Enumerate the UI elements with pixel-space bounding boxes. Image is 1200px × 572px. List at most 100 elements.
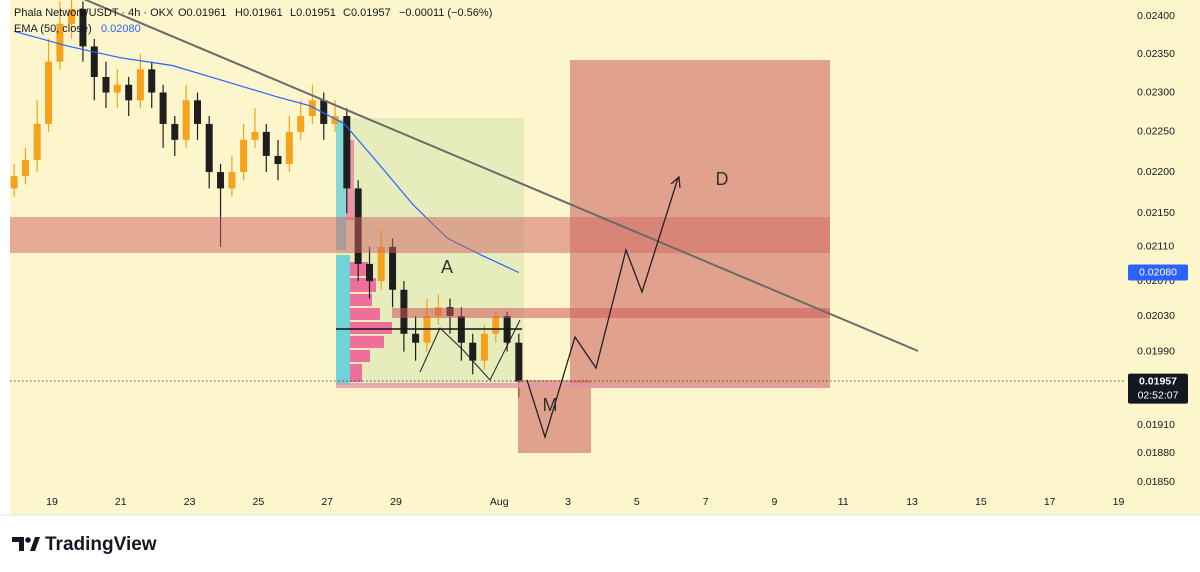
candle-body [320,100,328,124]
candle-body [113,84,121,93]
candle-body [228,172,236,189]
x-tick-label: 17 [1044,496,1056,508]
ohlc-change: −0.00011 (−0.56%) [399,7,492,19]
ohlc-close: C0.01957 [343,7,391,19]
profile-bar [350,308,380,320]
ohlc-high: H0.01961 [235,7,283,19]
candle-body [10,176,18,189]
candle-body [412,333,420,343]
candle-body [274,155,282,164]
arrow-head [670,175,681,189]
candle-body [45,61,53,124]
candle-body [171,123,179,140]
y-tick-label: 0.02300 [1137,86,1175,98]
ohlc-low: L0.01951 [290,7,336,19]
candle-body [79,8,87,47]
candle-body [308,100,316,117]
candle-body [469,342,477,361]
mid-zone [392,308,830,318]
candle-body [240,139,248,173]
candle-body [262,131,270,156]
logo-mark [30,537,40,551]
ema-price-tag [1128,264,1188,281]
x-tick-label: 27 [321,496,333,508]
x-tick-label: 23 [184,496,196,508]
last-price-label: 0.01957 [1139,375,1177,387]
candle-body [102,77,110,93]
y-tick-label: 0.02200 [1137,166,1175,178]
x-tick-label: 7 [703,496,709,508]
indicator-value: 0.02080 [101,23,141,35]
candle-body [343,116,351,189]
candle-body [297,116,305,132]
candle-body [480,333,488,361]
candle-body [377,246,385,282]
candle-body [217,172,225,189]
range-floor [336,383,826,388]
profile-bar [350,336,384,348]
profile-bar [350,262,368,276]
candle-body [331,116,339,124]
x-tick-label: 21 [115,496,127,508]
x-tick-label: 9 [772,496,778,508]
pattern-line [419,319,521,381]
symbol-title: Phala Network/USDT · 4h · OKX [14,7,174,19]
x-tick-label: Aug [490,496,509,508]
candle-body [366,263,374,282]
candle-body [251,131,259,140]
candle-body [515,342,523,382]
profile-bar [336,255,350,385]
candle-body [182,100,190,140]
logo-mark [12,537,24,551]
y-tick-label: 0.01990 [1137,345,1175,357]
x-tick-label: 5 [634,496,640,508]
x-tick-label: 19 [1113,496,1125,508]
profile-bar [350,294,372,306]
candle-body [56,23,64,62]
candle-body [21,159,29,177]
y-tick-label: 0.02250 [1137,126,1175,138]
annotation-label: D [716,169,729,189]
profile-bar [350,322,392,334]
y-tick-label: 0.02110 [1137,241,1174,253]
y-tick-label: 0.01910 [1137,419,1175,431]
y-tick-label: 0.02150 [1137,207,1175,219]
drawings-front: A D M [10,0,1125,453]
indicator-name: EMA (50, close) [14,23,92,35]
candle-body [68,8,76,24]
annotation-label: A [441,257,453,277]
x-tick-label: 11 [838,496,849,508]
projection-path [526,177,679,440]
profile-bar [350,364,362,382]
x-tick-label: 25 [253,496,265,508]
ema-price-tag-label: 0.02080 [1139,266,1177,278]
brand-name: TradingView [45,534,157,555]
candle-body [148,69,156,93]
y-tick-label: 0.02400 [1137,10,1175,22]
x-tick-label: 3 [565,496,571,508]
x-tick-label: 13 [906,496,918,508]
candle-body [33,123,41,160]
y-tick-label: 0.02030 [1137,310,1175,322]
legend: Phala Network/USDT · 4h · OKX O0.01961 H… [14,7,492,35]
sweep-zone [518,380,591,453]
target-zone [570,60,830,388]
y-tick-label: 0.02350 [1137,48,1175,60]
candle-body [90,46,98,78]
candle-body [205,123,213,173]
profile-bar [350,350,370,362]
x-tick-label: 19 [46,496,58,508]
candle-body [136,69,144,101]
last-price-tag [1128,373,1188,404]
y-tick-label: 0.01850 [1137,476,1175,488]
candle-body [492,316,500,334]
brand-logo: TradingView [12,534,157,555]
annotation-label: M [543,395,558,415]
x-tick-label: 29 [390,496,402,508]
profile-bar [336,120,346,250]
trendline [83,0,919,352]
y-tick-label: 0.01880 [1137,447,1175,459]
ohlc-open: O0.01961 [178,7,226,19]
